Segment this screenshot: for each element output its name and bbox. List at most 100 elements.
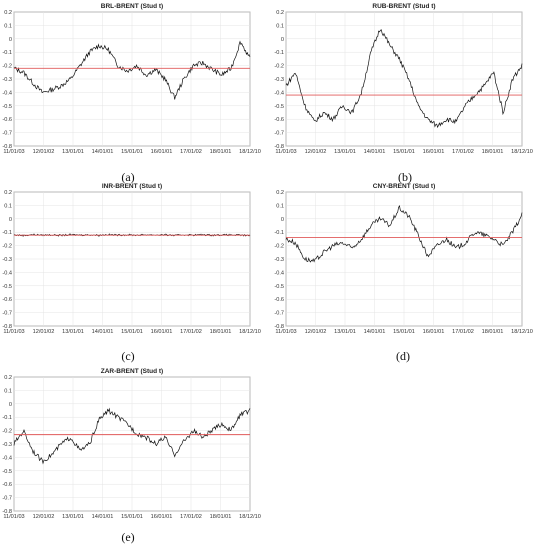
y-tick-label: -0.4 [274,90,284,96]
x-tick-label: 11/01/03 [3,329,24,335]
y-tick-label: -0.2 [2,429,12,435]
x-tick-label: 18/12/10 [239,149,261,155]
y-tick-label: -0.3 [274,257,284,263]
x-tick-label: 12/01/02 [33,514,55,520]
y-tick-label: -0.1 [274,230,284,236]
x-tick-label: 12/01/02 [33,329,55,335]
y-tick-label: 0.1 [4,203,12,209]
x-tick-label: 15/01/01 [121,329,143,335]
series-line [285,29,523,129]
y-tick-label: -0.3 [2,442,12,448]
x-tick-label: 18/01/01 [482,149,504,155]
y-tick-label: -0.1 [2,230,12,236]
y-tick-label: -0.7 [274,131,284,137]
x-tick-label: 18/01/01 [210,149,232,155]
y-tick-label: -0.3 [274,77,284,83]
x-tick-label: 14/01/01 [364,329,386,335]
chart-panel-d: CNY-BRENT (Stud t) 0.2 0.1 0 -0.1 -0.2 -0.3 -0.… [272,180,537,345]
chart-title: BRL-BRENT (Stud t) [101,3,163,10]
x-tick-label: 15/01/01 [393,329,415,335]
x-tick-label: 17/01/02 [452,149,474,155]
x-tick-label: 18/01/01 [210,514,232,520]
y-tick-label: 0.1 [4,388,12,394]
y-tick-label: -0.5 [2,469,12,475]
chart-d-svg: CNY-BRENT (Stud t) 0.2 0.1 0 -0.1 -0.2 -0.3 -0.… [274,183,533,335]
x-tick-label: 14/01/01 [364,149,386,155]
x-tick-label: 12/01/02 [305,149,327,155]
y-tick-label: -0.4 [2,455,12,461]
y-tick-label: -0.7 [2,131,12,137]
series-line [13,40,251,100]
x-tick-label: 18/12/10 [511,149,533,155]
x-tick-label: 18/12/10 [239,514,261,520]
x-tick-label: 16/01/01 [423,149,445,155]
y-tick-label: -0.8 [2,324,12,330]
y-tick-label: -0.2 [274,244,284,250]
y-tick-label: 0.2 [276,190,284,196]
y-tick-label: -0.6 [274,117,284,123]
x-tick-label: 13/01/01 [334,149,356,155]
caption-e: (e) [121,530,135,544]
y-tick-label: 0 [9,217,12,223]
caption-d: (d) [396,349,410,363]
series-line [285,204,523,263]
x-tick-label: 13/01/01 [334,329,356,335]
x-tick-label: 15/01/01 [121,149,143,155]
y-tick-label: 0.1 [4,23,12,29]
chart-panel-c: INR-BRENT (Stud t) 0.2 0.1 0 -0.1 -0.2 -0.3 -0.… [0,180,265,345]
chart-a-svg: BRL-BRENT (Stud t) 0.2 0.1 0 -0.1 -0.2 -0.3 -0.… [2,3,261,155]
y-tick-label: -0.6 [2,117,12,123]
x-tick-label: 17/01/02 [452,329,474,335]
y-tick-label: -0.4 [2,90,12,96]
y-tick-label: 0 [9,402,12,408]
y-tick-label: -0.8 [274,144,284,150]
chart-c-svg: INR-BRENT (Stud t) 0.2 0.1 0 -0.1 -0.2 -0.3 -0.… [2,183,261,335]
chart-e-svg: ZAR-BRENT (Stud t) 0.2 0.1 0 -0.1 -0.2 -0.3 -0.… [2,368,261,520]
x-tick-label: 18/12/10 [511,329,533,335]
y-tick-label: -0.4 [274,270,284,276]
y-tick-label: -0.5 [2,284,12,290]
y-tick-label: -0.6 [274,297,284,303]
y-tick-label: 0.2 [4,190,12,196]
y-tick-label: -0.2 [2,64,12,70]
series-line [13,407,251,465]
x-tick-label: 18/01/01 [210,329,232,335]
caption-a: (a) [121,170,135,184]
x-tick-label: 11/01/03 [275,329,296,335]
x-tick-label: 16/01/01 [151,329,173,335]
chart-title: ZAR-BRENT (Stud t) [101,368,163,375]
y-tick-label: -0.1 [2,50,12,56]
x-tick-label: 17/01/02 [180,149,202,155]
y-tick-label: 0 [9,37,12,43]
y-tick-label: -0.5 [274,104,284,110]
chart-title: INR-BRENT (Stud t) [102,183,162,190]
y-tick-label: -0.2 [2,244,12,250]
chart-panel-a: BRL-BRENT (Stud t) 0.2 0.1 0 -0.1 -0.2 -0.3 -0.… [0,0,265,165]
y-tick-label: -0.3 [2,257,12,263]
y-tick-label: -0.7 [274,311,284,317]
y-tick-label: 0.2 [276,10,284,16]
x-tick-label: 16/01/01 [423,329,445,335]
chart-b-svg: RUB-BRENT (Stud t) 0.2 0.1 0 -0.1 -0.2 -0.3 -0.… [274,3,533,155]
chart-panel-e: ZAR-BRENT (Stud t) 0.2 0.1 0 -0.1 -0.2 -0.3 -0.… [0,365,265,530]
caption-c: (c) [121,349,135,363]
x-tick-label: 13/01/01 [62,514,84,520]
y-tick-label: 0.2 [4,375,12,381]
y-tick-label: -0.8 [274,324,284,330]
x-tick-label: 11/01/03 [3,149,24,155]
y-tick-label: -0.5 [2,104,12,110]
x-tick-label: 15/01/01 [121,514,143,520]
x-tick-label: 18/01/01 [482,329,504,335]
y-tick-label: 0.2 [4,10,12,16]
x-tick-label: 11/01/03 [3,514,24,520]
x-tick-label: 11/01/03 [275,149,296,155]
x-tick-label: 17/01/02 [180,514,202,520]
x-tick-label: 17/01/02 [180,329,202,335]
y-tick-label: -0.4 [2,270,12,276]
x-tick-label: 18/12/10 [239,329,261,335]
y-tick-label: -0.6 [2,297,12,303]
y-tick-label: 0.1 [276,203,284,209]
x-tick-label: 15/01/01 [393,149,415,155]
y-tick-label: -0.1 [274,50,284,56]
y-tick-label: -0.2 [274,64,284,70]
